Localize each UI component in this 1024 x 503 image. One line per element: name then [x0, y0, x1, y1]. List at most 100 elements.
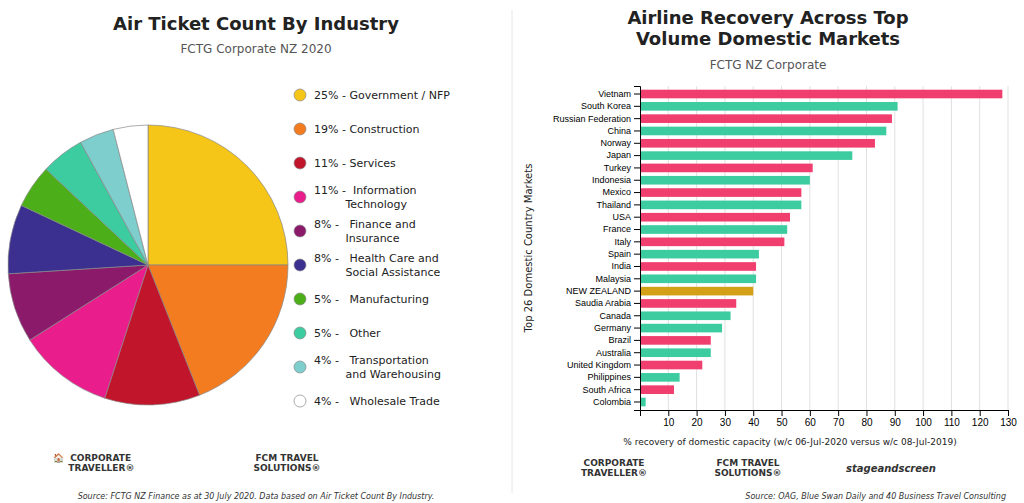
tick-label: South Korea [581, 101, 631, 111]
tick-mark [634, 352, 640, 353]
chart-title-line: Volume Domestic Markets [636, 27, 900, 48]
tick-mark [782, 410, 783, 416]
tick-mark [866, 410, 867, 416]
bar [640, 250, 759, 259]
tick-label: Colombia [593, 397, 631, 407]
bar [640, 188, 801, 197]
legend-entry: 25% - Government / NFP [314, 89, 450, 102]
source-note: Source: OAG, Blue Swan Daily and 40 Busi… [745, 492, 1006, 501]
tick-label: 90 [890, 417, 902, 428]
pie-slice [148, 125, 288, 265]
legend-entry: 8% - Health Care and Social Assistance [314, 252, 440, 278]
tick-mark [634, 266, 640, 267]
tick-mark [668, 410, 669, 416]
bar [640, 139, 875, 148]
bar [640, 238, 784, 247]
bar [640, 213, 790, 222]
bar [640, 373, 680, 382]
bar [640, 311, 731, 320]
bar [640, 262, 756, 271]
tick-label: Philippines [587, 372, 631, 382]
legend: 25% - Government / NFP19% - Construction… [294, 89, 450, 408]
bar [640, 324, 722, 333]
panel-divider [512, 10, 513, 493]
legend-entry: 4% - Wholesale Trade [314, 395, 440, 408]
tick-label: Brazil [608, 335, 631, 345]
x-tick: 100 [915, 410, 932, 428]
tick-label: Malaysia [595, 274, 631, 284]
y-tick: Germany [594, 323, 640, 333]
pie-slice [8, 265, 148, 340]
logo-text-line: TRAVELLER® [50, 463, 135, 473]
tick-label: Turkey [604, 163, 632, 173]
tick-mark [634, 241, 640, 242]
y-tick: Philippines [587, 372, 640, 382]
tick-mark [634, 229, 640, 230]
x-tick: 80 [861, 410, 873, 428]
x-axis: 102030405060708090100110120130 [641, 410, 1018, 428]
y-axis-title: Top 26 Domestic Country Markets [523, 164, 534, 334]
y-tick: Russian Federation [553, 114, 640, 124]
tick-label: 40 [748, 417, 760, 428]
chart-title-line: Air Ticket Count By Industry [113, 13, 399, 34]
tick-label: Thailand [596, 200, 631, 210]
logo-text: FCM TRAVELSOLUTIONS® [714, 458, 781, 479]
logo-text-line: SOLUTIONS® [253, 463, 320, 473]
logo-text-line: FCM TRAVEL [716, 458, 779, 468]
y-tick: NEW ZEALAND [566, 286, 640, 296]
tick-label: 120 [972, 417, 989, 428]
chart-subtitle-line: FCTG NZ Corporate [710, 58, 827, 72]
y-tick: Turkey [604, 163, 640, 173]
tick-label: 60 [805, 417, 817, 428]
y-tick: United Kingdom [567, 360, 640, 370]
logo-text: CORPORATETRAVELLER® [581, 458, 647, 479]
grid-line [894, 86, 895, 410]
x-tick: 30 [720, 410, 732, 428]
y-tick: South Africa [582, 385, 640, 395]
tick-mark [980, 410, 981, 416]
legend-entry: 8% - Finance and Insurance [314, 218, 416, 244]
legend-entry-line: 8% - Health Care and [314, 252, 439, 265]
chart-subtitle: FCTG Corporate NZ 2020 [180, 42, 331, 56]
bar [640, 385, 674, 394]
x-tick: 90 [890, 410, 902, 428]
grid-line [979, 86, 980, 410]
axis-line [634, 87, 641, 411]
bar-panel: Airline Recovery Across TopVolume Domest… [523, 7, 1018, 501]
tick-mark [725, 410, 726, 416]
tick-label: USA [612, 212, 631, 222]
legend-entry-line: 5% - Manufacturing [314, 293, 429, 306]
tick-mark [634, 192, 640, 193]
y-tick: China [607, 126, 640, 136]
tick-label: Germany [594, 323, 632, 333]
x-tick: 130 [1000, 410, 1017, 428]
logo-text-line: stageandscreen [846, 463, 936, 474]
tick-mark [634, 118, 640, 119]
legend-swatch [294, 395, 306, 407]
source-note: Source: FCTG NZ Finance as at 30 July 20… [78, 492, 435, 501]
tick-label: United Kingdom [567, 360, 631, 370]
legend-entry-line: 11% - Information [314, 184, 417, 197]
tick-mark [634, 204, 640, 205]
legend-entry-line: 4% - Wholesale Trade [314, 395, 440, 408]
y-tick: Indonesia [592, 175, 640, 185]
legend-entry-line: Technology [314, 197, 408, 210]
x-tick: 60 [805, 410, 817, 428]
bar [640, 151, 852, 160]
tick-label: 110 [944, 417, 960, 428]
pie-panel: Air Ticket Count By Industry FCTG Corpora… [8, 13, 450, 501]
tick-mark [634, 167, 640, 168]
tick-label: France [603, 224, 631, 234]
tick-label: Norway [600, 138, 631, 148]
tick-mark [1008, 410, 1009, 416]
logo-text: stageandscreen [846, 463, 936, 474]
tick-label: Australia [596, 348, 631, 358]
source-note-line: Source: FCTG NZ Finance as at 30 July 20… [78, 492, 435, 501]
y-tick: South Korea [581, 101, 640, 111]
tick-label: 30 [720, 417, 732, 428]
tick-label: 130 [1000, 417, 1017, 428]
bar [640, 176, 810, 185]
x-axis-title-line: % recovery of domestic capacity (w/c 06-… [623, 437, 956, 447]
tick-mark [634, 130, 640, 131]
legend-swatch [294, 225, 306, 237]
